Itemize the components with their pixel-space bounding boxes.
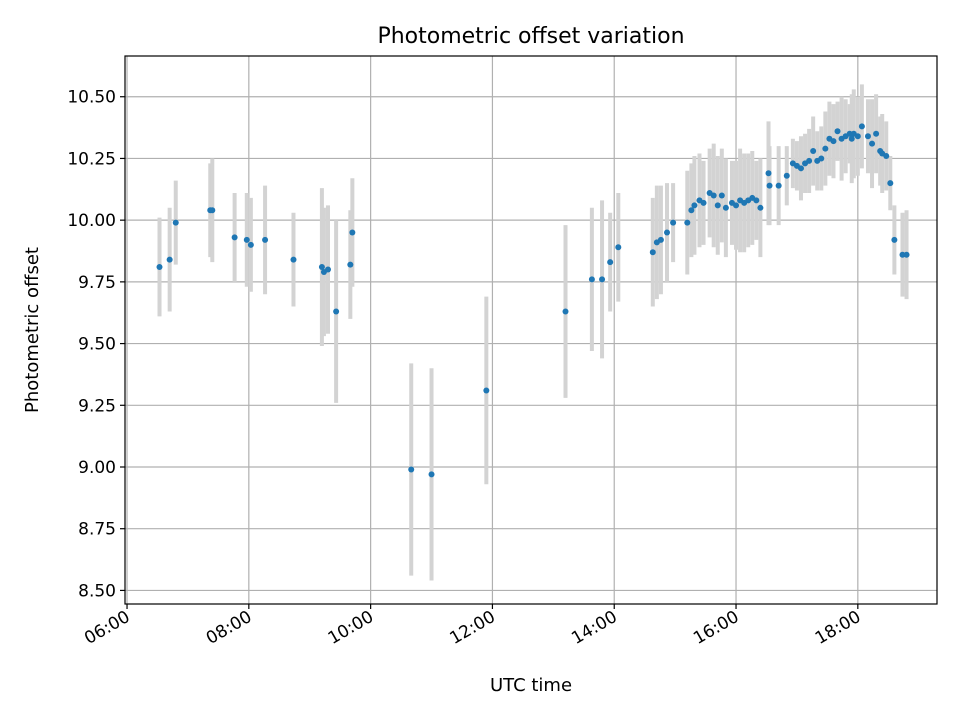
data-point (243, 236, 250, 243)
data-point (333, 308, 340, 315)
data-point (718, 192, 725, 199)
data-point (858, 123, 865, 130)
data-point (757, 204, 764, 211)
data-point (873, 130, 880, 137)
data-point (231, 234, 238, 241)
data-point (615, 244, 622, 251)
data-point (775, 182, 782, 189)
data-point (883, 152, 890, 159)
plot-frame (124, 55, 938, 605)
data-point (156, 264, 163, 271)
y-axis-label: Photometric offset (22, 247, 43, 413)
y-tick-label: 10.50 (67, 88, 116, 108)
data-point (733, 202, 740, 209)
data-point (797, 165, 804, 172)
data-point (670, 219, 677, 226)
data-points (156, 123, 910, 478)
data-point (599, 276, 606, 283)
data-point (783, 172, 790, 179)
data-point (607, 259, 614, 266)
data-point (810, 148, 817, 155)
data-point (408, 466, 415, 473)
y-tick-label: 10.25 (67, 149, 116, 169)
data-point (657, 236, 664, 243)
data-point (262, 236, 269, 243)
data-point (684, 219, 691, 226)
data-point (753, 197, 760, 204)
data-point (349, 229, 356, 236)
data-point (854, 133, 861, 140)
data-point (562, 308, 569, 315)
data-point (864, 133, 871, 140)
y-tick-label: 8.75 (78, 520, 116, 540)
data-point (765, 170, 772, 177)
data-point (290, 256, 297, 263)
data-point (700, 199, 707, 206)
y-tick-label: 8.50 (78, 581, 116, 601)
data-point (347, 261, 354, 268)
grid (125, 56, 937, 604)
data-point (691, 202, 698, 209)
y-tick-label: 9.25 (78, 396, 116, 416)
data-point (806, 157, 813, 164)
data-point (209, 207, 216, 214)
data-point (766, 182, 773, 189)
chart-title: Photometric offset variation (377, 24, 684, 49)
data-point (664, 229, 671, 236)
data-point (172, 219, 179, 226)
data-point (830, 138, 837, 145)
data-point (848, 135, 855, 142)
data-point (318, 264, 325, 271)
data-point (483, 387, 490, 394)
data-point (588, 276, 595, 283)
data-point (428, 471, 435, 478)
data-point (166, 256, 173, 263)
data-point (714, 202, 721, 209)
data-point (903, 251, 910, 258)
data-point (722, 204, 729, 211)
y-tick-label: 9.00 (78, 458, 116, 478)
y-tick-label: 9.50 (78, 335, 116, 355)
data-point (818, 155, 825, 162)
data-point (710, 192, 717, 199)
y-tick-label: 9.75 (78, 273, 116, 293)
data-point (688, 207, 695, 214)
data-point (834, 128, 841, 135)
data-point (247, 241, 254, 248)
x-axis-label: UTC time (490, 675, 572, 696)
data-point (649, 249, 656, 256)
data-point (887, 180, 894, 187)
data-point (891, 236, 898, 243)
data-point (822, 145, 829, 152)
data-point (325, 266, 331, 273)
y-tick-label: 10.00 (67, 211, 116, 231)
data-point (869, 140, 876, 147)
